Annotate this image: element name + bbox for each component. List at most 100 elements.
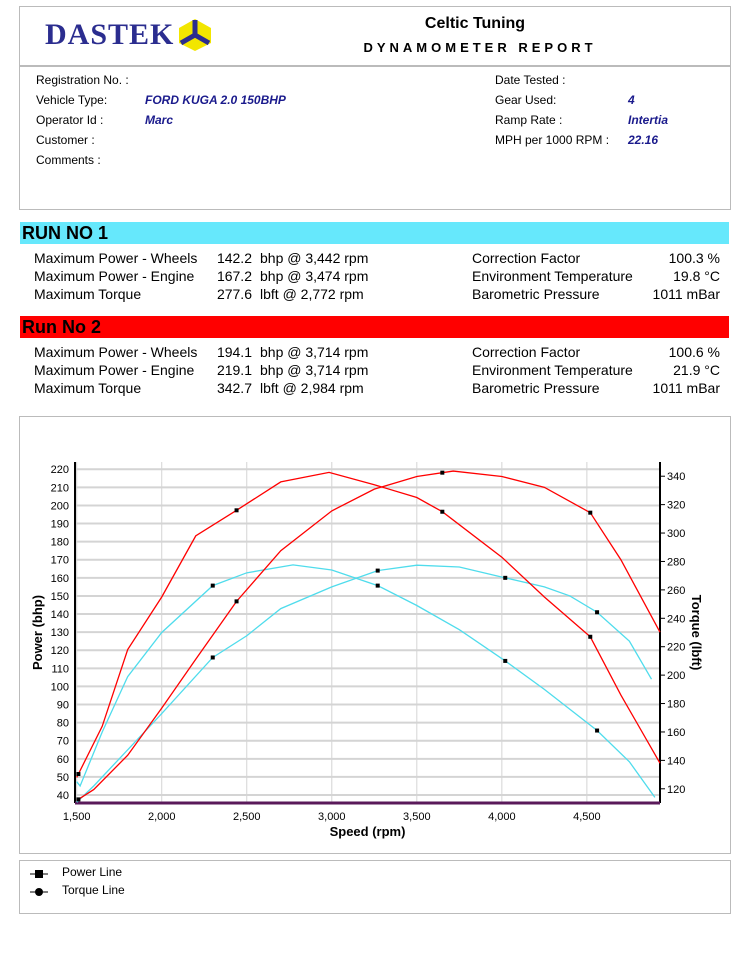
condition-value: 21.9 °C (673, 362, 720, 378)
y-tick-label: 220 (51, 464, 69, 476)
metric-label: Maximum Power - Wheels (34, 250, 198, 266)
metric-value: 167.2 (216, 268, 252, 284)
y2-tick-label: 120 (667, 784, 685, 796)
condition-label: Correction Factor (472, 250, 581, 266)
y2-tick-label: 180 (667, 699, 685, 711)
y2-tick-label: 320 (667, 500, 685, 512)
metric-value: 219.1 (216, 362, 252, 378)
info-value: Intertia (628, 113, 669, 127)
run-2-torque-line (76, 471, 661, 778)
metric-unit: bhp @ 3,714 rpm (260, 362, 369, 378)
torque-marker (440, 509, 445, 514)
run-1-torque-line (76, 564, 656, 798)
power-marker (76, 797, 81, 802)
info-label: Customer : (36, 133, 95, 147)
metric-label: Maximum Power - Engine (34, 268, 195, 284)
y-tick-label: 180 (51, 537, 69, 549)
condition-value: 19.8 °C (673, 268, 720, 284)
y2-tick-label: 160 (667, 727, 685, 739)
x-tick-label: 3,500 (403, 811, 431, 823)
y-tick-label: 130 (51, 627, 69, 639)
metric-label: Maximum Power - Wheels (34, 344, 198, 360)
company-name: Celtic Tuning (424, 15, 526, 32)
info-label: Registration No. : (36, 73, 129, 87)
power-marker (503, 575, 508, 580)
chart-panel (19, 416, 731, 854)
info-value: FORD KUGA 2.0 150BHP (145, 93, 286, 107)
condition-label: Environment Temperature (472, 268, 633, 284)
x-tick-label: 1,500 (63, 811, 91, 823)
run-1-power-line (76, 564, 653, 803)
y-axis-title: Power (bhp) (30, 595, 45, 670)
info-value: Marc (145, 113, 174, 127)
x-tick-label: 4,000 (488, 811, 516, 823)
info-label: Operator Id : (36, 113, 104, 127)
torque-marker (503, 658, 508, 663)
run-title: Run No 2 (22, 317, 101, 337)
y2-tick-label: 200 (667, 670, 685, 682)
y2-tick-label: 240 (667, 613, 685, 625)
metric-unit: bhp @ 3,714 rpm (260, 344, 369, 360)
y2-tick-label: 260 (667, 585, 685, 597)
power-marker (440, 470, 445, 475)
condition-value: 1011 mBar (652, 380, 720, 396)
x-axis-title: Speed (rpm) (330, 824, 406, 839)
power-marker (375, 568, 380, 573)
torque-marker (76, 772, 81, 777)
condition-label: Correction Factor (472, 344, 581, 360)
dyno-chart: 40 50 60 70 80 90 100 110 120 130 140 150 160 170 180 1… (30, 462, 704, 839)
metric-value: 194.1 (216, 344, 252, 360)
condition-label: Barometric Pressure (472, 286, 600, 302)
condition-value: 100.6 % (668, 344, 720, 360)
y-tick-label: 100 (51, 681, 69, 693)
metric-unit: lbft @ 2,772 rpm (260, 286, 364, 302)
metric-label: Maximum Torque (34, 286, 142, 302)
info-label: Vehicle Type: (36, 93, 108, 107)
x-tick-label: 2,500 (233, 811, 261, 823)
power-marker (210, 655, 215, 660)
condition-label: Environment Temperature (472, 362, 633, 378)
metric-unit: lbft @ 2,984 rpm (260, 380, 364, 396)
torque-marker (234, 508, 239, 513)
info-label: Date Tested : (495, 73, 566, 87)
metric-value: 277.6 (216, 286, 252, 302)
legend-label: Torque Line (62, 883, 125, 897)
metric-label: Maximum Torque (34, 380, 142, 396)
metric-value: 342.7 (216, 380, 252, 396)
y-tick-label: 80 (57, 718, 69, 730)
info-label: Comments : (36, 153, 101, 167)
run-title: RUN NO 1 (22, 223, 109, 243)
x-tick-label: 4,500 (573, 811, 601, 823)
condition-label: Barometric Pressure (472, 380, 600, 396)
y2-tick-label: 220 (667, 642, 685, 654)
logo-emblem-icon (179, 19, 211, 51)
torque-marker (595, 728, 600, 733)
torque-marker (588, 634, 593, 639)
y-tick-label: 60 (57, 754, 69, 766)
y-tick-label: 160 (51, 573, 69, 585)
report-title: DYNAMOMETER REPORT (363, 40, 597, 55)
y-tick-label: 140 (51, 609, 69, 621)
y-tick-label: 90 (57, 700, 69, 712)
power-marker (588, 510, 593, 515)
info-label: Ramp Rate : (495, 113, 563, 127)
vehicle-info-panel (19, 65, 731, 210)
y-tick-label: 110 (51, 663, 69, 675)
torque-marker (210, 583, 215, 588)
metric-unit: bhp @ 3,474 rpm (260, 268, 369, 284)
info-label: Gear Used: (495, 93, 557, 107)
y-tick-label: 170 (51, 555, 69, 567)
info-value: 22.16 (628, 133, 659, 147)
info-label: MPH per 1000 RPM : (495, 133, 610, 147)
y2-tick-label: 140 (667, 755, 685, 767)
info-value: 4 (628, 93, 635, 107)
legend-circle-marker-icon (30, 888, 48, 896)
metric-label: Maximum Power - Engine (34, 362, 195, 378)
y-tick-label: 40 (57, 790, 69, 802)
y-tick-label: 200 (51, 500, 69, 512)
torque-marker (375, 583, 380, 588)
y2-tick-label: 340 (667, 471, 685, 483)
x-tick-label: 3,000 (318, 811, 346, 823)
y2-tick-label: 280 (667, 556, 685, 568)
power-marker (595, 610, 600, 615)
